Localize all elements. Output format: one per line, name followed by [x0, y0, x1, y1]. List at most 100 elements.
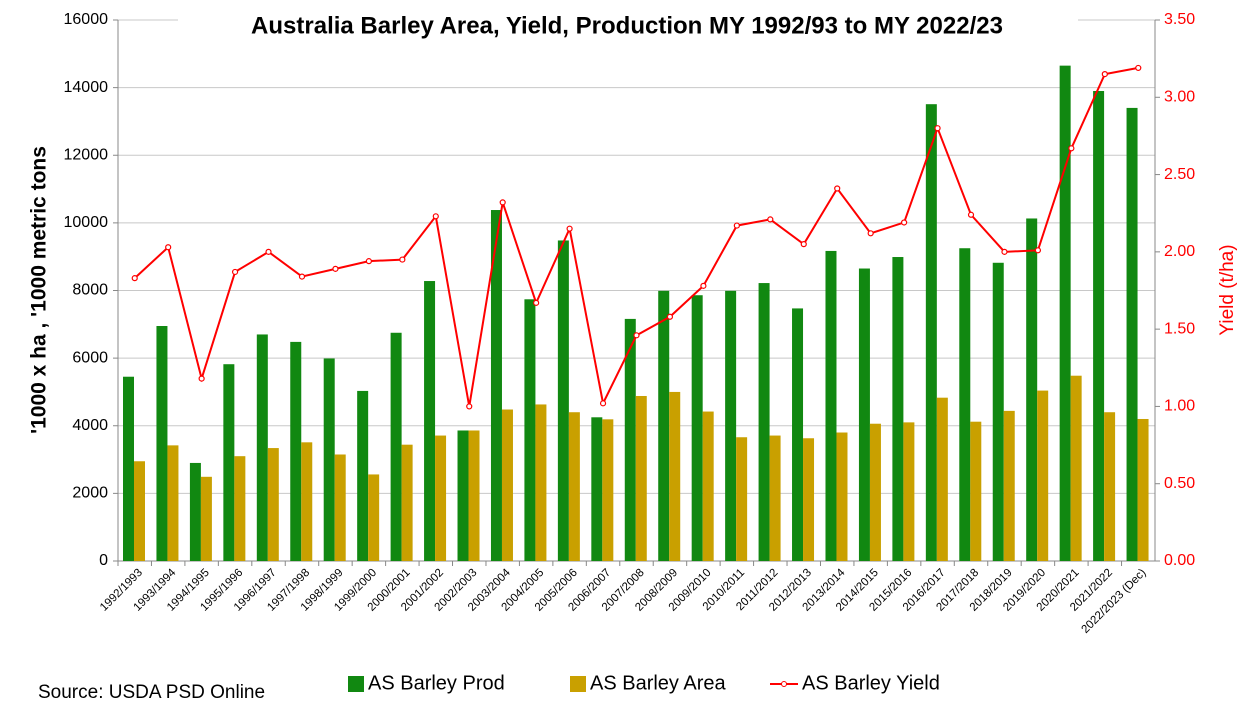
- bar: [256, 334, 268, 561]
- yield-marker: [834, 185, 841, 192]
- legend-marker: [781, 681, 787, 687]
- yield-marker: [867, 230, 874, 237]
- bar: [435, 435, 447, 561]
- source: Source: USDA PSD Online: [38, 682, 265, 703]
- yield-marker: [633, 332, 640, 339]
- yield-marker: [1001, 248, 1008, 255]
- legend-label: AS Barley Area: [590, 672, 727, 694]
- y2-tick-label: 2.00: [1164, 243, 1195, 260]
- bar: [200, 476, 212, 561]
- bar: [725, 290, 737, 561]
- bar: [691, 295, 703, 561]
- bar: [390, 332, 402, 561]
- yield-marker: [365, 258, 372, 265]
- bar: [936, 397, 948, 561]
- bar: [468, 430, 480, 561]
- bar: [234, 456, 246, 561]
- yield-marker: [432, 213, 439, 220]
- bar: [1093, 91, 1105, 561]
- yield-marker: [1034, 247, 1042, 254]
- bar: [167, 445, 179, 561]
- yield-marker: [733, 222, 740, 229]
- yield-marker: [1135, 64, 1142, 72]
- yield-marker: [934, 125, 941, 132]
- yield-marker: [666, 313, 674, 320]
- bar: [1137, 418, 1149, 561]
- bar: [223, 364, 235, 561]
- yield-marker: [700, 282, 707, 289]
- bar: [1126, 107, 1138, 561]
- bar: [267, 448, 279, 561]
- bar: [858, 268, 870, 561]
- bar: [992, 262, 1004, 561]
- bar: [290, 341, 302, 561]
- y-axis-label: '1000 x ha , '1000 metric tons: [28, 146, 51, 434]
- title-background: [178, 8, 1078, 44]
- bar: [769, 435, 781, 561]
- y2-tick-label: 1.50: [1164, 320, 1195, 337]
- yield-marker: [1068, 145, 1075, 152]
- bar: [568, 412, 580, 561]
- bar: [557, 240, 569, 561]
- bar: [1059, 65, 1071, 561]
- bar: [925, 104, 937, 562]
- bar: [869, 423, 881, 561]
- yield-marker: [901, 219, 908, 226]
- y2-tick-label: 0.00: [1164, 552, 1195, 569]
- y2-tick-label: 2.50: [1164, 166, 1195, 183]
- bar: [334, 454, 346, 561]
- bar: [591, 417, 603, 561]
- y-tick-label: 14000: [64, 79, 109, 96]
- yield-marker: [499, 199, 506, 206]
- bar: [301, 442, 313, 561]
- bar: [1026, 218, 1038, 561]
- y2-axis-label: Yield (t/ha): [1217, 244, 1238, 335]
- yield-marker: [599, 400, 607, 407]
- bar: [134, 461, 145, 561]
- bar: [457, 430, 469, 561]
- bar: [758, 283, 770, 561]
- bar: [658, 290, 670, 561]
- y-tick-label: 0: [99, 552, 108, 569]
- yield-marker: [566, 225, 573, 232]
- y-tick-label: 2000: [72, 485, 108, 502]
- bar: [1070, 375, 1082, 561]
- bar: [892, 257, 904, 561]
- bar: [123, 376, 134, 561]
- y2-tick-label: 3.50: [1164, 11, 1195, 28]
- bar: [1003, 410, 1015, 561]
- bar: [635, 395, 647, 561]
- yield-marker: [1101, 70, 1108, 78]
- yield-marker: [533, 299, 540, 306]
- y-tick-label: 8000: [72, 282, 108, 299]
- bar: [368, 474, 380, 561]
- bar: [357, 390, 369, 561]
- legend-label: AS Barley Yield: [802, 672, 940, 694]
- bar: [524, 299, 536, 561]
- bar: [736, 437, 748, 561]
- yield-marker: [332, 265, 339, 272]
- bar: [323, 358, 335, 561]
- bar: [490, 210, 502, 561]
- yield-marker: [298, 273, 306, 280]
- yield-marker: [265, 248, 272, 255]
- yield-marker: [131, 275, 138, 282]
- yield-marker: [967, 211, 975, 218]
- bar: [903, 422, 915, 561]
- bar: [401, 444, 413, 561]
- bar: [424, 281, 436, 561]
- bar: [1037, 390, 1049, 561]
- y2-tick-label: 3.00: [1164, 89, 1195, 106]
- bar: [189, 462, 201, 561]
- bar: [702, 411, 714, 561]
- bar: [959, 248, 971, 561]
- y2-tick-label: 1.00: [1164, 398, 1195, 415]
- bar: [624, 318, 636, 561]
- yield-marker: [198, 375, 205, 382]
- y-tick-label: 10000: [64, 214, 109, 231]
- bar: [602, 419, 614, 561]
- bar: [803, 438, 815, 561]
- y-tick-label: 4000: [72, 417, 108, 434]
- bar: [501, 409, 513, 561]
